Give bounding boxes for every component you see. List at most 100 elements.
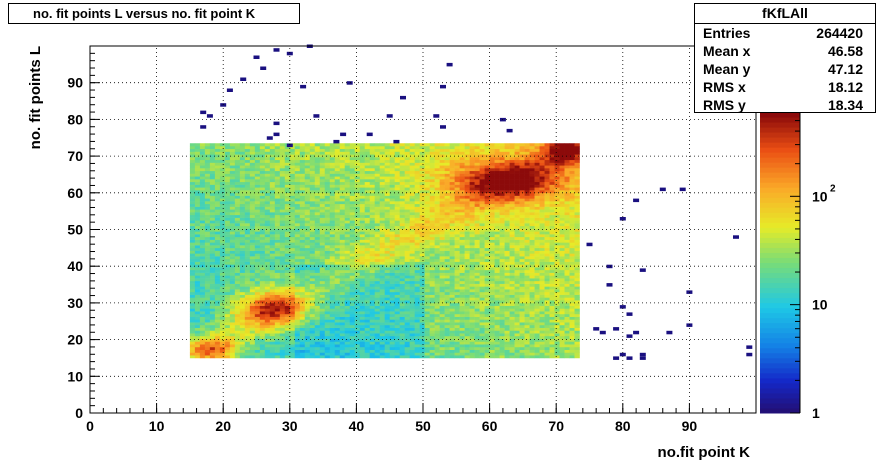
heatmap-cell <box>209 355 216 359</box>
heatmap-cell <box>204 157 211 161</box>
heatmap-cell <box>484 209 490 213</box>
heatmap-cell <box>294 272 301 276</box>
heatmap-cell <box>359 198 366 202</box>
heatmap-cell <box>374 269 381 273</box>
heatmap-cell <box>364 275 371 279</box>
heatmap-cell <box>459 220 465 224</box>
heatmap-cell <box>299 165 306 169</box>
heatmap-cell <box>384 333 390 337</box>
heatmap-cell <box>299 159 306 163</box>
heatmap-cell <box>469 319 475 323</box>
heatmap-cell <box>429 261 435 265</box>
heatmap-cell <box>439 291 445 295</box>
heatmap-cell <box>244 316 251 320</box>
heatmap-cell <box>219 225 226 229</box>
heatmap-cell <box>424 159 430 163</box>
heatmap-cell <box>494 151 500 155</box>
heatmap-cell <box>404 258 410 262</box>
heatmap-cell <box>389 280 395 284</box>
heatmap-cell <box>289 294 296 298</box>
heatmap-cell <box>299 157 306 161</box>
heatmap-cell <box>394 253 400 257</box>
heatmap-cell <box>474 267 480 271</box>
heatmap-cell <box>239 338 246 342</box>
heatmap-cell <box>304 206 311 210</box>
heatmap-cell <box>384 324 390 328</box>
heatmap-cell <box>309 198 316 202</box>
heatmap-cell <box>434 236 440 240</box>
heatmap-cell <box>264 168 271 172</box>
heatmap-cell <box>389 245 395 249</box>
heatmap-cell <box>199 231 206 235</box>
heatmap-cell <box>479 330 485 334</box>
heatmap-cell <box>479 291 485 295</box>
heatmap-cell <box>389 324 395 328</box>
heatmap-cell <box>389 187 395 191</box>
heatmap-cell <box>304 302 311 306</box>
heatmap-cell <box>429 203 435 207</box>
heatmap-cell <box>364 327 371 331</box>
heatmap-cell <box>494 330 500 334</box>
heatmap-cell <box>389 335 395 339</box>
heatmap-cell <box>204 349 211 353</box>
heatmap-cell <box>239 212 246 216</box>
heatmap-cell <box>454 346 460 350</box>
heatmap-cell <box>364 159 371 163</box>
heatmap-cell <box>249 242 256 246</box>
heatmap-cell <box>329 346 336 350</box>
heatmap-cell <box>314 198 321 202</box>
heatmap-cell <box>424 206 430 210</box>
heatmap-cell <box>269 275 276 279</box>
heatmap-cell <box>229 335 236 339</box>
heatmap-cell <box>274 157 281 161</box>
heatmap-cell <box>354 168 361 172</box>
heatmap-cell <box>354 355 361 359</box>
heatmap-cell <box>339 239 346 243</box>
heatmap-cell <box>499 253 505 257</box>
heatmap-cell <box>454 159 460 163</box>
heatmap-cell <box>464 184 470 188</box>
heatmap-cell <box>214 190 221 194</box>
heatmap-cell <box>499 267 505 271</box>
heatmap-cell <box>449 330 455 334</box>
heatmap-cell <box>504 239 510 243</box>
heatmap-cell <box>444 192 450 196</box>
heatmap-cell <box>379 201 386 205</box>
heatmap-cell <box>444 346 450 350</box>
heatmap-cell <box>299 275 306 279</box>
heatmap-cell <box>244 283 251 287</box>
heatmap-cell <box>259 289 266 293</box>
heatmap-cell <box>354 264 361 268</box>
heatmap-cell <box>364 333 371 337</box>
heatmap-cell <box>324 349 331 353</box>
heatmap-cell <box>204 250 211 254</box>
heatmap-cell <box>384 286 390 290</box>
heatmap-cell <box>194 308 201 312</box>
heatmap-cell <box>484 192 490 196</box>
heatmap-cell <box>229 261 236 265</box>
heatmap-cell <box>479 275 485 279</box>
heatmap-cell <box>494 258 500 262</box>
heatmap-cell <box>324 179 331 183</box>
heatmap-cell <box>474 253 480 257</box>
heatmap-cell <box>479 176 485 180</box>
heatmap-cell <box>269 346 276 350</box>
heatmap-cell <box>204 187 211 191</box>
heatmap-cell <box>279 313 286 317</box>
heatmap-cell <box>199 143 206 147</box>
heatmap-cell <box>314 286 321 290</box>
heatmap-cell <box>419 176 425 180</box>
heatmap-cell <box>259 324 266 328</box>
heatmap-cell <box>259 319 266 323</box>
heatmap-cell <box>304 338 311 342</box>
heatmap-cell <box>309 333 316 337</box>
heatmap-cell <box>379 267 386 271</box>
heatmap-cell <box>319 324 326 328</box>
heatmap-cell <box>304 333 311 337</box>
heatmap-cell <box>434 341 440 345</box>
heatmap-cell <box>324 212 331 216</box>
heatmap-cell <box>259 352 266 356</box>
heatmap-cell <box>469 190 475 194</box>
heatmap-cell <box>409 214 415 218</box>
heatmap-cell <box>394 247 400 251</box>
